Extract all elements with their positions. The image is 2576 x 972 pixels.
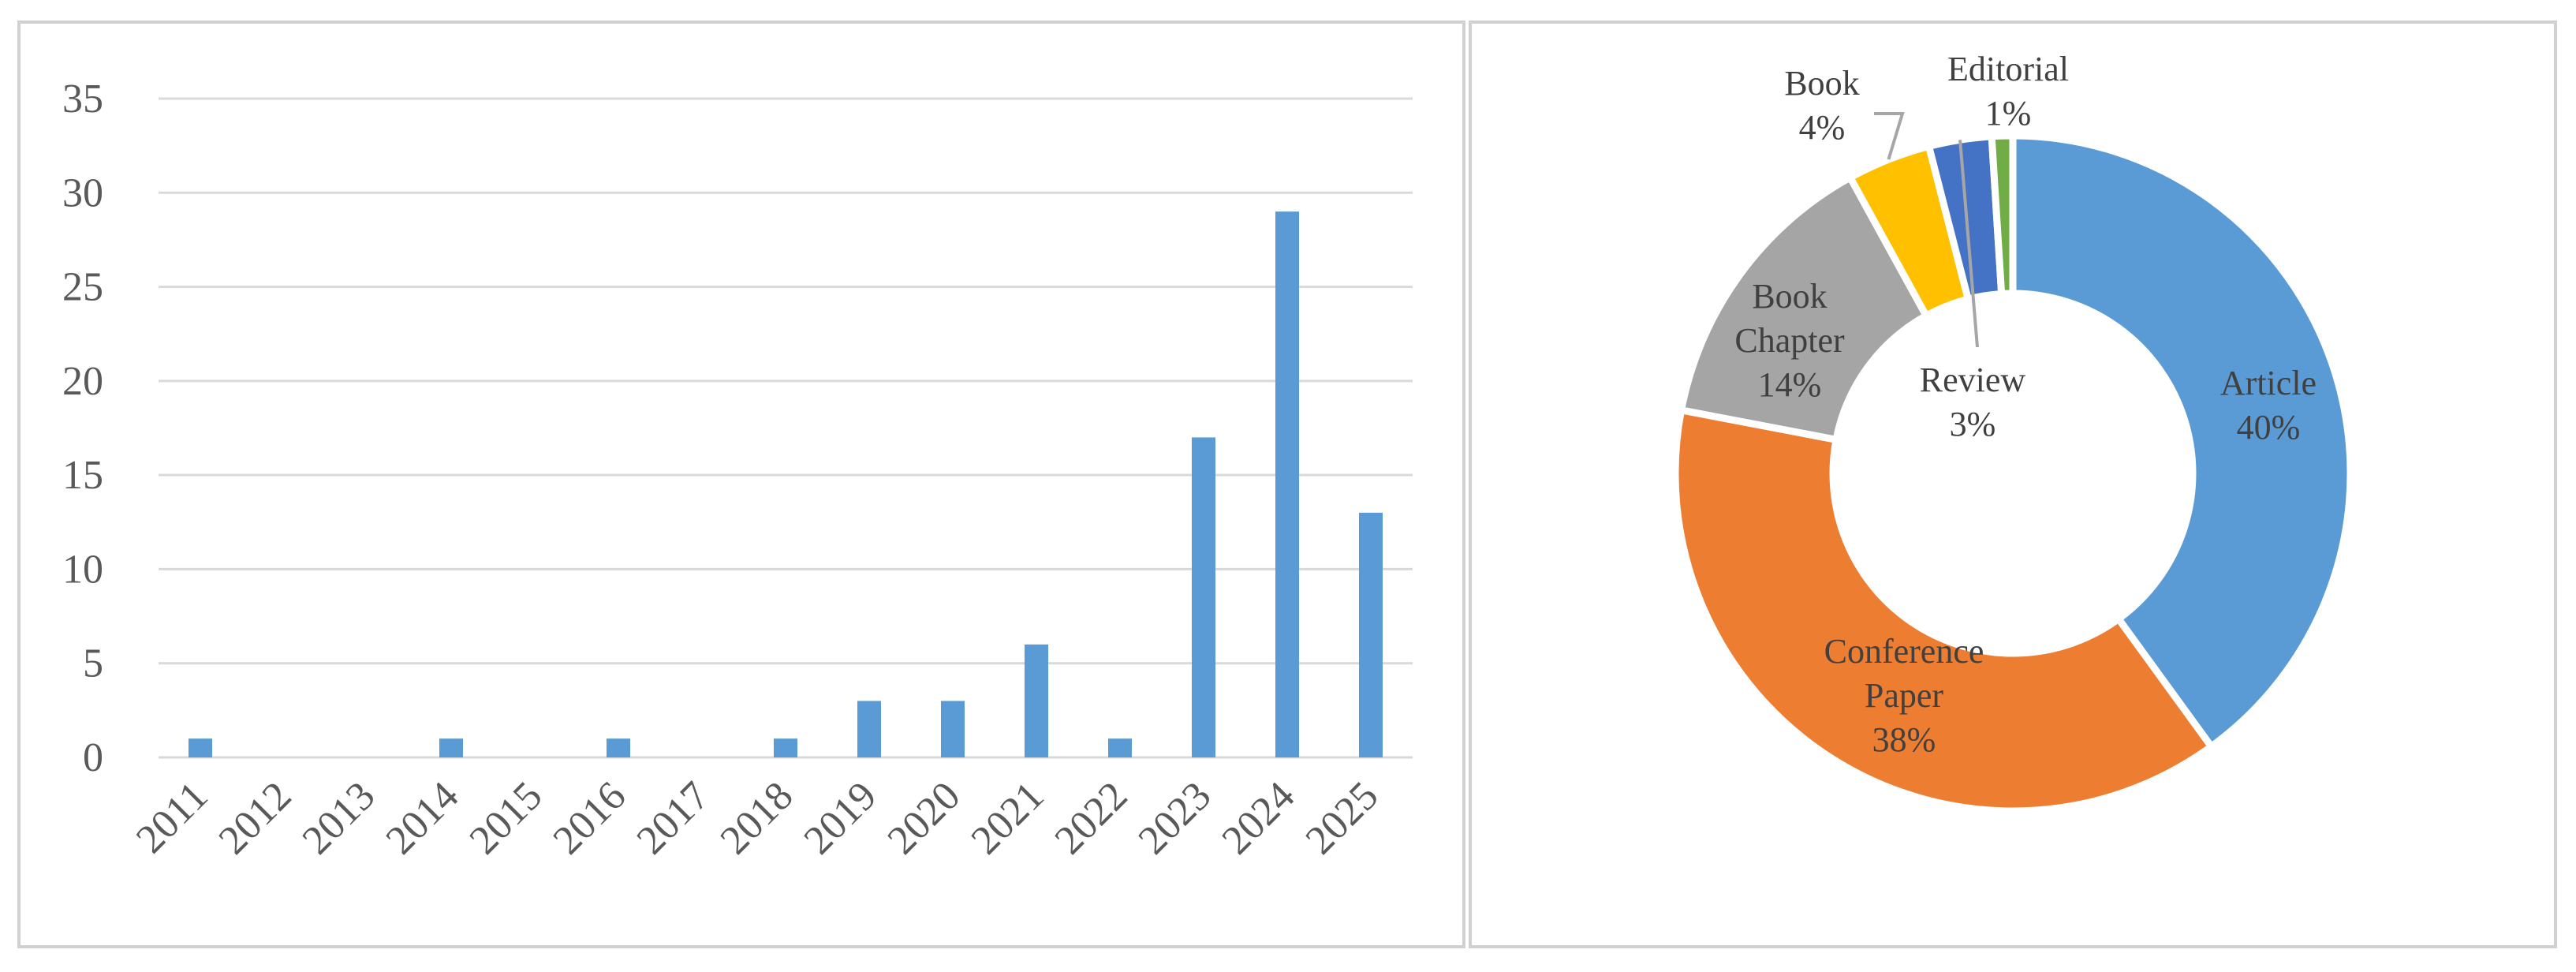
slice-conference-paper: [1671, 406, 2216, 815]
x-tick-label: 2025: [1297, 773, 1387, 863]
x-tick-label: 2017: [629, 773, 719, 863]
x-tick-label: 2012: [211, 773, 301, 863]
label-book-chapter: Book Chapter 14%: [1734, 277, 1845, 404]
label-review: Review 3%: [1920, 361, 2026, 443]
bar-2019: [857, 701, 881, 757]
y-tick-label: 30: [62, 170, 103, 215]
leader-line-review: [1958, 140, 1979, 348]
donut-chart-panel: Article 40% Conference Paper 38% Book Chapter 1…: [1469, 21, 2557, 948]
leader-line-book: [1874, 112, 1905, 160]
bar-2020: [941, 701, 965, 757]
bar-2022: [1108, 738, 1132, 757]
bar-2018: [774, 738, 797, 757]
x-tick-label: 2013: [294, 773, 384, 863]
label-article: Article 40%: [2220, 364, 2317, 447]
y-tick-label: 15: [62, 453, 103, 498]
label-editorial: Editorial 1%: [1947, 50, 2069, 133]
label-conference-paper: Conference Paper 38%: [1824, 632, 1984, 759]
slice-editorial: [1988, 132, 2017, 298]
bar-2025: [1359, 512, 1383, 757]
bar-chart: 0510152025303520112012201320142015201620…: [62, 77, 1413, 863]
label-book: Book 4%: [1784, 64, 1859, 147]
y-tick-label: 0: [83, 735, 103, 780]
bar-2016: [607, 738, 630, 757]
x-tick-label: 2011: [128, 773, 216, 862]
x-tick-label: 2014: [378, 773, 468, 863]
x-tick-label: 2023: [1130, 773, 1220, 863]
y-tick-label: 5: [83, 641, 103, 686]
gridlines: [159, 97, 1413, 759]
x-tick-label: 2019: [796, 773, 886, 863]
bar-2023: [1192, 437, 1215, 757]
bar-chart-panel: 0 5 10 15 20 25 30 35 2011 2012 2013 2014 2015 2016 20…: [17, 21, 1465, 948]
bar-2011: [189, 738, 212, 757]
donut-chart: Article 40% Conference Paper 38% Book Chapter 1…: [1671, 50, 2354, 815]
x-tick-label: 2021: [963, 773, 1053, 863]
x-tick-label: 2022: [1047, 773, 1137, 863]
x-tick-label: 2024: [1214, 773, 1304, 863]
y-tick-label: 35: [62, 77, 103, 122]
bar-2024: [1275, 211, 1299, 758]
slice-book-chapter: [1677, 172, 1932, 444]
y-tick-label: 10: [62, 547, 103, 592]
x-tick-label: 2020: [879, 773, 969, 863]
y-tick-label: 25: [62, 265, 103, 310]
bar-2014: [439, 738, 463, 757]
bar-2021: [1025, 644, 1048, 757]
x-tick-label: 2016: [545, 773, 635, 863]
slice-article: [2009, 132, 2354, 752]
y-tick-label: 20: [62, 359, 103, 404]
x-tick-label: 2018: [712, 773, 802, 863]
x-tick-label: 2015: [461, 773, 551, 863]
